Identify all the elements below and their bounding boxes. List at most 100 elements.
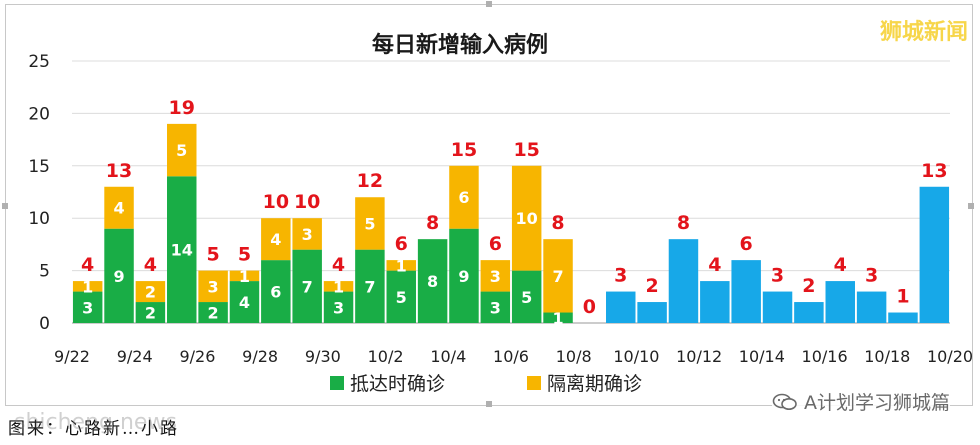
total-label: 15 <box>451 139 477 161</box>
y-tick-label: 0 <box>39 314 50 334</box>
bar-quarantine-label: 6 <box>458 188 469 207</box>
bar-quarantine <box>386 260 416 271</box>
wechat-account-mark: A计划学习狮城篇 <box>772 388 950 415</box>
bar-total <box>856 291 887 323</box>
bar-arrival <box>449 228 479 323</box>
bar-quarantine-label: 1 <box>239 267 250 286</box>
bar-arrival <box>198 302 228 323</box>
bar-arrival-label: 5 <box>396 288 407 307</box>
bar-arrival <box>543 312 573 323</box>
bar-quarantine <box>261 218 291 261</box>
bar-quarantine <box>72 281 103 292</box>
x-tick-label: 10/10 <box>613 347 659 366</box>
watermark-top-right: 狮城新闻 <box>879 20 968 45</box>
x-tick-label: 10/4 <box>430 347 466 366</box>
bar-quarantine <box>355 197 385 250</box>
bar-arrival <box>386 270 416 323</box>
total-label: 3 <box>614 265 627 287</box>
bar-arrival <box>104 228 134 323</box>
bar-arrival <box>72 291 103 323</box>
bar-quarantine-label: 1 <box>333 277 344 296</box>
wechat-icon <box>772 393 797 410</box>
x-tick-label: 9/22 <box>54 347 90 366</box>
total-label: 15 <box>513 139 539 161</box>
bar-arrival-label: 3 <box>82 298 93 317</box>
bar-arrival <box>417 239 448 323</box>
bars <box>72 123 950 323</box>
bar-total <box>825 281 855 323</box>
y-axis-ticks: 0 5 10 15 20 25 <box>28 52 50 334</box>
total-label: 12 <box>357 170 383 192</box>
frame-handle-left <box>2 203 8 209</box>
total-label: 1 <box>896 286 909 308</box>
bar-arrival <box>292 249 322 323</box>
chart-title: 每日新增输入病例 <box>372 32 548 58</box>
total-label: 8 <box>426 212 439 234</box>
total-label: 3 <box>771 265 784 287</box>
bar-quarantine <box>292 218 322 250</box>
site-watermark: shicheng.news <box>14 410 177 435</box>
total-label: 4 <box>81 254 94 276</box>
x-tick-label: 9/28 <box>242 347 278 366</box>
legend-label: 隔离期确诊 <box>547 373 642 395</box>
total-label: 13 <box>921 160 947 182</box>
total-label: 0 <box>583 296 596 318</box>
bar-quarantine-label: 5 <box>364 214 375 233</box>
bar-total <box>762 291 793 323</box>
bar-total <box>637 302 667 323</box>
image-caption: 图来：心路新…小路 <box>8 419 179 439</box>
total-label: 3 <box>865 265 878 287</box>
y-tick-label: 5 <box>39 262 50 282</box>
bar-quarantine <box>511 165 542 271</box>
bar-quarantine <box>135 281 166 303</box>
total-label: 5 <box>206 244 219 266</box>
bar-arrival-label: 4 <box>239 293 250 312</box>
y-tick-label: 20 <box>28 104 50 124</box>
legend: 抵达时确诊 隔离期确诊 <box>330 373 642 395</box>
total-label: 6 <box>395 233 408 255</box>
bar-quarantine-label: 3 <box>490 267 501 286</box>
total-label: 10 <box>263 191 289 213</box>
bar-arrival-label: 8 <box>427 272 438 291</box>
x-tick-label: 10/18 <box>864 347 910 366</box>
bar-quarantine <box>323 281 354 292</box>
bar-quarantine <box>104 186 134 229</box>
total-label: 6 <box>740 233 753 255</box>
bar-quarantine <box>229 270 260 282</box>
bar-quarantine-label: 3 <box>302 225 313 244</box>
bar-arrival-label: 1 <box>552 309 563 328</box>
bar-total <box>888 312 918 323</box>
bar-arrival <box>167 176 197 323</box>
total-label: 6 <box>489 233 502 255</box>
bar-quarantine-label: 4 <box>270 230 281 249</box>
bar-arrival <box>355 249 385 323</box>
total-label: 4 <box>834 254 847 276</box>
x-tick-label: 10/2 <box>368 347 404 366</box>
bar-quarantine-label: 5 <box>176 141 187 160</box>
total-label: 19 <box>169 97 195 119</box>
x-tick-label: 9/24 <box>117 347 153 366</box>
bar-quarantine-label: 1 <box>396 256 407 275</box>
total-label: 8 <box>551 212 564 234</box>
x-tick-label: 9/30 <box>305 347 341 366</box>
chart-frame <box>2 1 974 407</box>
bar-quarantine-label: 1 <box>82 277 93 296</box>
bar-arrival-label: 9 <box>113 267 124 286</box>
total-label: 10 <box>294 191 320 213</box>
total-label: 2 <box>645 275 658 297</box>
bar-quarantine <box>480 260 511 292</box>
bar-arrival-label: 2 <box>145 304 156 323</box>
bar-quarantine <box>449 165 479 229</box>
x-tick-label: 10/14 <box>739 347 785 366</box>
frame-handle-top <box>486 1 492 7</box>
total-label: 2 <box>802 275 815 297</box>
bar-total <box>919 186 950 323</box>
x-tick-label: 10/6 <box>493 347 529 366</box>
x-axis-ticks: 9/22 9/24 9/26 9/28 9/30 10/2 10/4 10/6 10/8 10/1… <box>54 347 973 366</box>
bar-quarantine-label: 4 <box>113 199 124 218</box>
bar-arrival <box>511 270 542 323</box>
bar-arrival-label: 7 <box>302 277 313 296</box>
x-tick-label: 10/8 <box>556 347 592 366</box>
x-tick-label: 10/20 <box>927 347 973 366</box>
